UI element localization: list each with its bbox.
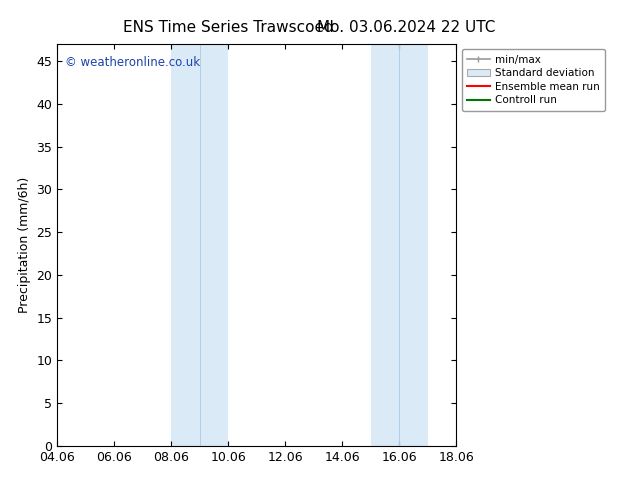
Text: © weatheronline.co.uk: © weatheronline.co.uk xyxy=(65,56,200,69)
Bar xyxy=(371,44,428,446)
Y-axis label: Precipitation (mm/6h): Precipitation (mm/6h) xyxy=(18,177,31,313)
Legend: min/max, Standard deviation, Ensemble mean run, Controll run: min/max, Standard deviation, Ensemble me… xyxy=(462,49,605,111)
Text: Mo. 03.06.2024 22 UTC: Mo. 03.06.2024 22 UTC xyxy=(316,20,495,35)
Text: ENS Time Series Trawscoed: ENS Time Series Trawscoed xyxy=(123,20,333,35)
Bar xyxy=(171,44,228,446)
